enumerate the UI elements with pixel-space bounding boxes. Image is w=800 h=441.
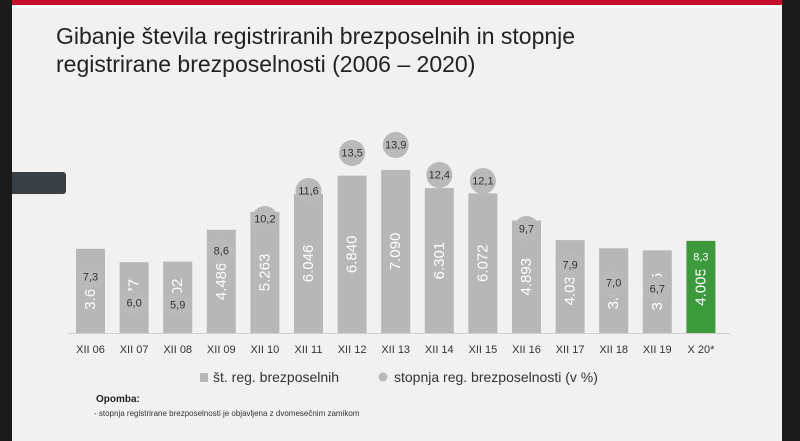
rate-circle <box>557 252 584 278</box>
rate-label: 12,4 <box>429 170 450 182</box>
rate-label: 13,9 <box>385 140 406 152</box>
x-tick-label: XII 19 <box>643 344 672 356</box>
bar-value-label: 4.893 <box>518 258 535 296</box>
bar <box>381 169 411 333</box>
rate-circle <box>513 216 540 242</box>
rate-label: 6,7 <box>650 284 665 296</box>
bar-group: 3.6847,0 <box>599 248 629 333</box>
page-title: Gibanje števila registriranih brezposeln… <box>56 22 696 78</box>
bar-group: 3.0776,0 <box>119 262 149 333</box>
legend: št. reg. brezposelnih stopnja reg. brezpo… <box>200 369 598 385</box>
bar-group: 4.005 8,3 <box>686 240 716 333</box>
bar <box>424 188 454 333</box>
rate-label: 7,3 <box>83 272 98 284</box>
rate-circle <box>295 178 322 204</box>
rate-label: 8,3 <box>693 252 708 264</box>
bar-value-label: 5.263 <box>256 254 273 292</box>
rate-circle <box>600 270 627 296</box>
rate-circle <box>251 206 278 232</box>
rate-circle <box>121 290 148 316</box>
bar-value-label: 7.090 <box>387 233 404 271</box>
title-line-2: registrirane brezposelnosti (2006 – 2020… <box>56 51 476 77</box>
note-title: Opomba: <box>96 394 140 405</box>
side-handle[interactable] <box>12 172 66 194</box>
top-white-strip <box>12 5 782 8</box>
top-accent-bar <box>12 0 782 5</box>
rate-circle <box>469 168 496 194</box>
rate-label: 5,9 <box>170 300 185 312</box>
rate-label: 10,2 <box>254 214 275 226</box>
legend-swatch-circle <box>378 372 388 382</box>
bar-value-label: 6.072 <box>474 244 491 282</box>
legend-label-rate: stopnja reg. brezposelnosti (v %) <box>394 369 598 385</box>
bar <box>76 248 105 333</box>
x-tick-label: XII 17 <box>556 344 585 356</box>
legend-label-count: št. reg. brezposelnih <box>213 369 339 385</box>
rate-circle <box>164 292 191 318</box>
x-tick-label: XII 06 <box>76 344 105 356</box>
bar-group: 6.072 12,1 <box>468 168 498 333</box>
bar-group: 3.1025,9 <box>163 261 193 333</box>
title-line-1: Gibanje števila registriranih brezposeln… <box>56 23 576 49</box>
bar-group: 4.893 9,7 <box>512 216 541 333</box>
bar-group: 6.840 13,5 <box>337 140 367 333</box>
x-tick-label: XII 12 <box>338 344 367 356</box>
x-tick-label: XII 14 <box>425 344 454 356</box>
bar <box>337 175 367 333</box>
bar <box>468 193 498 333</box>
note-text: - stopnja registrirane brezposelnosti je… <box>94 409 360 418</box>
x-tick-label: XII 09 <box>207 344 236 356</box>
bar-value-label: 4.005 <box>692 268 709 306</box>
x-tick-label: XII 08 <box>163 344 192 356</box>
x-tick-label: XII 15 <box>469 344 498 356</box>
x-tick-label: XII 16 <box>512 344 541 356</box>
rate-label: 7,9 <box>562 260 577 272</box>
rate-circle <box>208 238 235 264</box>
rate-label: 9,7 <box>519 224 534 236</box>
rate-circle <box>382 132 409 158</box>
rate-label: 6,0 <box>126 298 141 310</box>
bar <box>250 211 280 333</box>
slide: Gibanje števila registriranih brezposeln… <box>12 0 782 441</box>
bar-group: 4.486 8,6 <box>206 229 236 333</box>
bar-value-label: 6.301 <box>431 242 448 280</box>
bar-group: 6.046 11,6 <box>294 178 323 333</box>
legend-swatch-bar <box>200 373 208 382</box>
bar-group: 3.5966,7 <box>642 250 672 333</box>
rate-label: 11,6 <box>298 186 319 198</box>
x-tick-label: XII 13 <box>381 344 410 356</box>
rate-circle <box>77 264 104 290</box>
rate-label: 12,1 <box>472 176 493 188</box>
bar-value-label: 6.046 <box>300 245 317 283</box>
bar-group: 6.301 12,4 <box>424 162 454 333</box>
rate-label: 7,0 <box>606 278 621 290</box>
rate-circle <box>339 140 366 166</box>
bar-value-label: 6.840 <box>344 236 361 274</box>
rate-label: 13,5 <box>341 148 362 160</box>
x-tick-label: XII 07 <box>120 344 149 356</box>
rate-label: 8,6 <box>214 246 229 258</box>
bar <box>294 193 323 333</box>
x-tick-label: XII 11 <box>295 344 323 356</box>
rate-circle <box>644 276 671 302</box>
x-tick-label: XII 18 <box>599 344 628 356</box>
rate-circle <box>687 244 714 270</box>
bar-group: 5.263 10,2 <box>250 206 280 333</box>
bar-group: 7.090 13,9 <box>381 132 411 333</box>
x-tick-label: XII 10 <box>251 344 280 356</box>
bar-value-label: 4.486 <box>213 263 230 301</box>
rate-circle <box>426 162 453 188</box>
x-tick-label: X 20* <box>687 344 715 356</box>
